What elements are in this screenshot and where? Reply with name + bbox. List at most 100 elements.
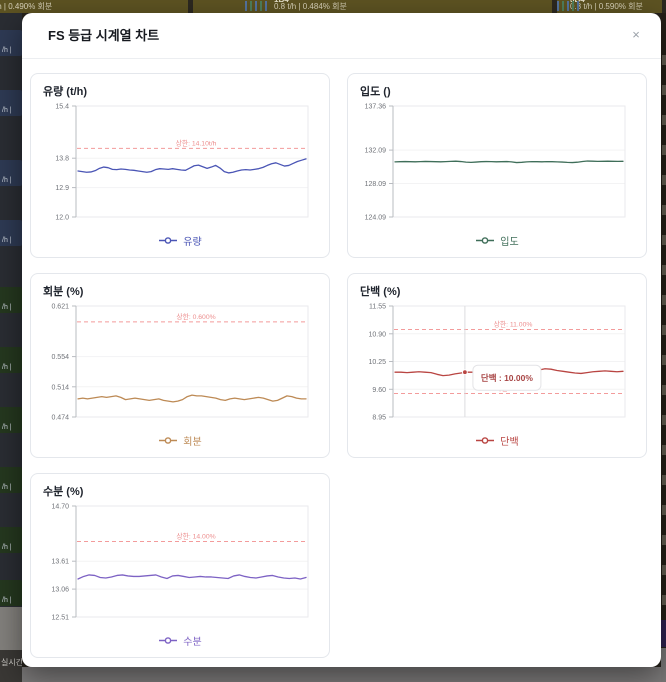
chart-plot[interactable]: 상한: 11.00%하한: 9.50%11.5510.9010.259.608.… <box>360 303 636 423</box>
series-line <box>77 394 307 403</box>
fs-grade-timeseries-modal: FS 등급 시계열 차트 × 유량 (t/h) 상한: 14.10t/h 15.4… <box>22 13 661 667</box>
background-left-cards: 실시간 /h | /h | /h | /h | /h | /h | /h | /h | /h |… <box>0 13 22 682</box>
background-top-cards: /h | 0.490% 회분 1B4 0.8 t/h | 0.484% 회분 3… <box>0 0 666 13</box>
charts-grid: 유량 (t/h) 상한: 14.10t/h 15.4 13.8 12.9 12.0 유량… <box>30 73 647 658</box>
background-bottom-area <box>22 667 666 682</box>
background-sliver <box>662 295 666 305</box>
chart-card: 수분 (%) 상한: 14.00% 14.70 13.61 13.06 12.51 수분 <box>30 473 330 658</box>
tooltip-box <box>472 364 542 391</box>
series-line <box>394 160 624 164</box>
background-top-card: 3B4 0.8 t/h | 0.590% 회분 <box>557 0 662 13</box>
chart-title: 유량 (t/h) <box>43 86 88 98</box>
legend-label: 회분 <box>183 436 202 448</box>
hover-point <box>462 369 468 376</box>
background-sliver <box>662 415 666 425</box>
background-sliver <box>662 505 666 515</box>
legend-label: 유량 <box>183 236 202 248</box>
tick-label: 13.06 <box>51 587 69 594</box>
background-sliver <box>662 535 666 545</box>
background-top-card: /h | 0.490% 회분 <box>0 0 188 13</box>
background-edge-card: /h | <box>0 467 22 493</box>
background-sliver <box>662 175 666 185</box>
modal-title: FS 등급 시계열 차트 <box>48 28 160 43</box>
chart-legend-item[interactable]: 단백 <box>348 432 646 448</box>
legend-label: 단백 <box>500 436 519 448</box>
close-icon[interactable]: × <box>632 27 640 42</box>
plot-border <box>75 105 309 218</box>
legend-line-dot-icon <box>475 436 495 445</box>
chart-plot[interactable]: 상한: 14.00% 14.70 13.61 13.06 12.51 <box>43 503 319 623</box>
series-line <box>77 574 307 580</box>
background-card-text: 0.8 t/h | 0.590% 회분 <box>570 2 643 11</box>
legend-line-dot-icon <box>158 436 178 445</box>
limit-label: 상한: 14.10t/h <box>176 138 217 147</box>
tick-label: 15.4 <box>55 104 69 111</box>
background-sliver <box>662 115 666 125</box>
background-sliver <box>661 620 666 647</box>
chart-card: 단백 (%) 상한: 11.00%하한: 9.50%11.5510.9010.2… <box>347 273 647 458</box>
background-edge-card: /h | <box>0 580 22 606</box>
background-right-edge <box>661 13 666 682</box>
tick-label: 0.554 <box>51 354 69 361</box>
legend-line-dot-icon <box>158 236 178 245</box>
chart-card: 입도 () 137.36 132.09 128.09 124.09 입도 <box>347 73 647 258</box>
background-sliver <box>662 205 666 215</box>
chart-title: 회분 (%) <box>43 286 84 298</box>
background-sliver <box>662 325 666 335</box>
series-line <box>77 158 307 174</box>
background-card-id: 1B4 <box>274 0 289 4</box>
tick-label: 12.9 <box>55 185 69 192</box>
chart-title: 입도 () <box>360 86 391 98</box>
background-edge-card: /h | <box>0 287 22 313</box>
background-sliver <box>662 145 666 155</box>
tick-label: 124.09 <box>365 215 387 222</box>
background-sliver <box>662 265 666 275</box>
chart-title: 단백 (%) <box>360 286 401 298</box>
plot-border <box>75 305 309 418</box>
limit-label: 상한: 11.00% <box>494 320 533 329</box>
tick-label: 132.09 <box>365 148 387 155</box>
background-edge-card: /h | <box>0 220 22 246</box>
background-edge-card: /h | <box>0 160 22 186</box>
chart-plot[interactable]: 상한: 0.600% 0.621 0.554 0.514 0.474 <box>43 303 319 423</box>
background-card-text: /h | 0.490% 회분 <box>0 2 53 11</box>
background-sliver <box>662 355 666 365</box>
limit-label: 상한: 14.00% <box>176 532 215 541</box>
tick-label: 128.09 <box>365 181 387 188</box>
chart-plot[interactable]: 137.36 132.09 128.09 124.09 <box>360 103 636 223</box>
chart-title: 수분 (%) <box>43 486 84 498</box>
background-sliver <box>662 475 666 485</box>
tick-label: 9.60 <box>372 387 386 394</box>
background-sliver <box>662 55 666 65</box>
tick-label: 0.474 <box>51 415 69 422</box>
background-left-panel <box>0 607 22 650</box>
tick-label: 10.90 <box>368 331 386 338</box>
tick-label: 137.36 <box>365 104 387 111</box>
tick-label: 13.61 <box>51 559 69 566</box>
background-edge-card: /h | <box>0 90 22 116</box>
tick-label: 8.95 <box>372 415 386 422</box>
chart-legend-item[interactable]: 입도 <box>348 232 646 248</box>
legend-line-dot-icon <box>158 636 178 645</box>
modal-header: FS 등급 시계열 차트 × <box>22 13 661 59</box>
background-card-text: 0.8 t/h | 0.484% 회분 <box>274 2 347 11</box>
background-sliver <box>662 385 666 395</box>
tick-label: 10.25 <box>368 359 386 366</box>
background-edge-card: /h | <box>0 407 22 433</box>
legend-line-dot-icon <box>475 236 495 245</box>
chart-legend-item[interactable]: 수분 <box>31 632 329 648</box>
chart-card: 회분 (%) 상한: 0.600% 0.621 0.554 0.514 0.474 회분 <box>30 273 330 458</box>
background-sliver <box>662 235 666 245</box>
chart-legend-item[interactable]: 유량 <box>31 232 329 248</box>
mini-bar-chart-icon <box>557 1 583 11</box>
legend-label: 수분 <box>183 636 202 648</box>
tick-label: 14.70 <box>51 504 69 511</box>
background-sliver <box>662 595 666 605</box>
chart-plot[interactable]: 상한: 14.10t/h 15.4 13.8 12.9 12.0 <box>43 103 319 223</box>
chart-legend-item[interactable]: 회분 <box>31 432 329 448</box>
background-sliver <box>662 565 666 575</box>
tooltip-label: 단백 : 10.00% <box>481 373 533 383</box>
tick-label: 0.514 <box>51 384 69 391</box>
tick-label: 0.621 <box>51 304 69 311</box>
